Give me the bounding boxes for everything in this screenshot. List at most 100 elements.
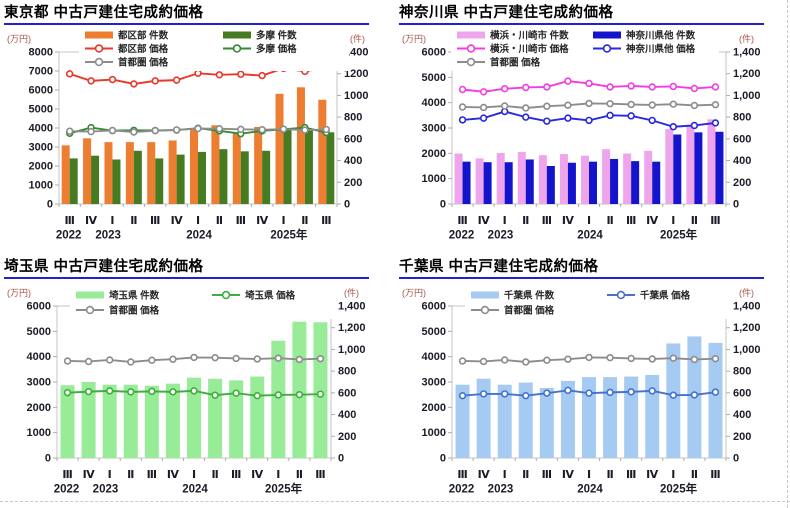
bar-tokyo-series-1 [262,150,271,204]
data-point-marker [585,99,593,108]
data-point-marker [295,355,304,364]
data-point-marker [543,83,551,91]
x-axis-quarter-label: Ⅰ [503,215,507,227]
bar-tokyo-series-0 [232,133,241,204]
data-point-marker [458,357,467,365]
bar-tokyo-series-1 [198,151,206,204]
legend-label: 首都圏 価格 [118,57,169,69]
x-axis-quarter-label: Ⅲ [542,469,552,481]
x-axis-quarter-label: Ⅱ [296,469,303,481]
bar-kanagawa-series-0 [538,155,547,204]
data-point-marker [253,355,261,363]
legend-item: 千葉県 件数 [471,290,555,302]
bar-tokyo-series-0 [275,93,284,204]
data-point-marker [500,102,509,110]
bar-saitama-series-0 [102,384,117,458]
data-point-marker [627,388,635,396]
data-point-marker [316,354,325,363]
left-axis-tick-label: 7000 [29,66,53,78]
data-point-marker [108,75,117,84]
legend-item: 都区部 価格 [85,43,169,55]
data-point-marker [105,387,114,395]
x-axis-quarter-label: Ⅲ [457,469,467,481]
bar-tokyo-series-1 [326,132,335,204]
data-point-marker [711,388,720,396]
bar-saitama-series-0 [165,383,180,458]
legend-item: 神奈川県他 価格 [593,43,696,55]
legend-label: 首都圏 価格 [109,305,160,317]
page-break-line-vertical [787,0,788,508]
right-axis-tick-label: 600 [344,133,362,145]
data-point-marker [585,353,593,362]
bar-chiba-series-0 [708,342,723,458]
x-axis-quarter-label: Ⅱ [522,215,529,227]
bar-kanagawa-series-0 [602,149,611,204]
data-point-marker [606,353,614,362]
bar-tokyo-series-1 [283,129,292,204]
right-axis-tick-label: 600 [733,387,751,399]
legend-item: 首都圏 価格 [471,305,555,317]
data-point-marker [711,83,720,91]
right-axis-tick-label: 1,400 [733,301,761,313]
data-point-marker [237,70,245,78]
data-point-marker [130,80,138,88]
data-point-marker [211,391,219,399]
data-point-marker [585,79,593,88]
x-axis-year-label: 2023 [488,484,514,496]
legend-bar-swatch-icon [457,31,485,39]
data-point-marker [711,100,720,109]
data-point-marker [522,391,530,400]
right-axis-tick-label: 0 [338,453,344,465]
legend-label: 千葉県 件数 [504,290,555,302]
legend-label: 多摩 件数 [256,30,297,42]
data-point-marker [648,116,656,125]
bar-chiba-series-0 [582,377,596,458]
right-axis-tick-label: 0 [344,199,350,211]
right-axis-tick-label: 1200 [344,68,368,80]
bar-tokyo-series-0 [254,126,263,204]
x-axis-quarter-label: Ⅰ [281,215,285,227]
legend-item: 都区部 件数 [85,30,169,42]
legend-bar-swatch-icon [85,31,113,39]
legend-marker-icon [94,57,104,67]
bar-saitama-series-0 [313,322,328,458]
legend-marker-icon [616,290,626,300]
x-axis-year-label: 2023 [93,484,119,496]
chart-panel-kanagawa: 神奈川県 中古戸建住宅成約価格 6000 5000 4000 3000 2000 1000 0… [395,0,790,254]
legend-item: 首都圏 価格 [76,305,160,317]
right-axis-tick-label: 1,200 [733,68,761,80]
data-point-marker [169,388,177,396]
x-axis-year-label: 2022 [449,484,475,496]
bar-chiba-series-0 [476,378,491,458]
x-axis-quarter-label: Ⅳ [562,215,575,227]
legend-bar-swatch-icon [223,31,251,39]
chart-canvas-kanagawa: 60005000400030002000100001,4001,2001,000… [402,26,761,242]
bar-tokyo-series-1 [176,154,185,204]
bar-tokyo-series-0 [211,125,220,204]
left-axis-unit-label: (万円) [7,288,31,298]
data-point-marker [690,355,699,364]
bar-tokyo-series-1 [304,129,313,204]
left-axis-unit-label: (万円) [402,288,426,298]
right-axis-unit-label: (件) [739,287,754,298]
chart-title: 千葉県 中古戸建住宅成約価格 [399,255,764,279]
x-axis-year-label: 2022 [449,230,475,242]
legend-bar-swatch-icon [471,291,499,299]
data-point-marker [84,357,93,366]
x-axis-quarter-label: Ⅲ [150,215,160,227]
legend-label: 千葉県 価格 [640,290,691,302]
data-point-marker [690,391,699,399]
bar-tokyo-series-0 [61,145,70,204]
x-axis-quarter-label: Ⅲ [710,469,720,481]
data-point-marker [211,353,219,362]
chart-panel-tokyo: 東京都 中古戸建住宅成約価格 8000 7000 6000 5000 4000 3000 20… [0,0,395,254]
right-axis-tick-label: 200 [733,431,751,443]
right-axis-tick-label: 400 [733,409,751,421]
right-axis-tick-label: 1000 [344,90,368,102]
bar-tokyo-series-1 [133,150,142,204]
x-axis-quarter-label: Ⅳ [85,215,98,227]
x-axis-quarter-label: Ⅳ [562,469,575,481]
bar-kanagawa-series-1 [525,159,534,204]
data-point-marker [585,389,593,397]
